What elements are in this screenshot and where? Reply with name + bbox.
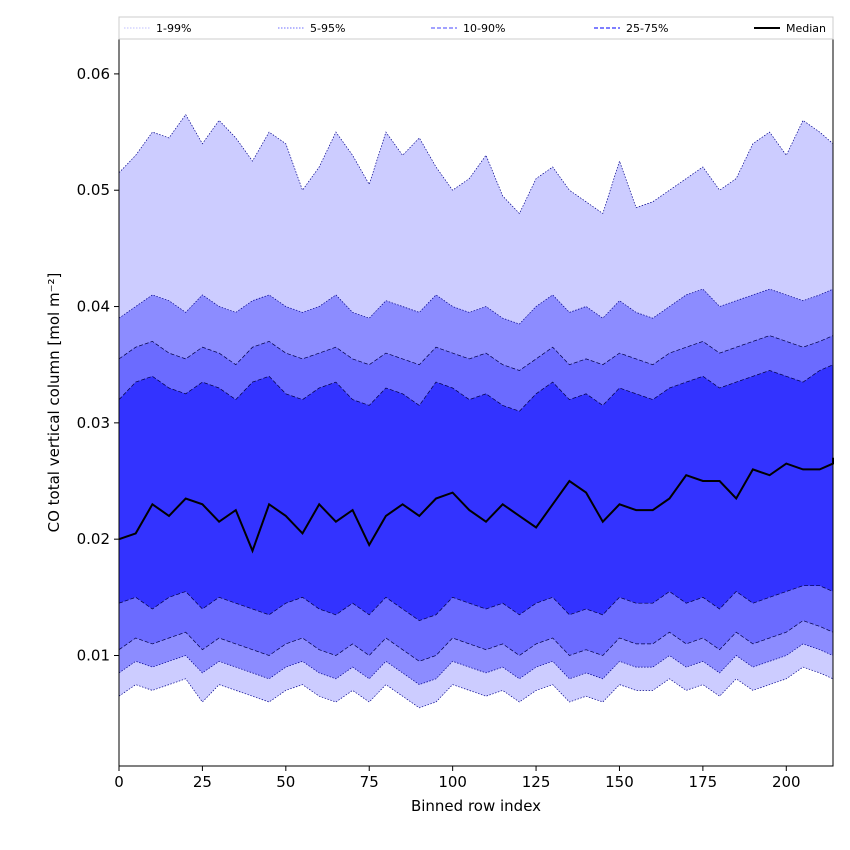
legend-label: Median xyxy=(786,22,826,35)
median-series xyxy=(118,457,834,554)
y-axis: 0.01 0.02 0.03 0.04 0.05 0.06 xyxy=(77,65,119,664)
legend-label: 25-75% xyxy=(626,22,668,35)
x-tick-label: 25 xyxy=(193,773,212,791)
x-tick-label: 0 xyxy=(114,773,124,791)
x-tick-label: 150 xyxy=(605,773,634,791)
legend-label: 5-95% xyxy=(310,22,345,35)
legend: 1-99% 5-95% 10-90% 25-75% Median xyxy=(118,16,834,40)
y-tick-label: 0.05 xyxy=(77,181,110,199)
x-axis-label: Binned row index xyxy=(411,797,541,815)
legend-label: 10-90% xyxy=(463,22,505,35)
x-tick-label: 200 xyxy=(772,773,801,791)
x-axis: 0 25 50 75 100 125 150 175 200 xyxy=(114,766,801,791)
band-1-99%-upper-edge xyxy=(118,108,834,215)
x-tick-label: 75 xyxy=(360,773,379,791)
legend-box xyxy=(118,16,834,40)
band-25-75%-upper-edge xyxy=(118,358,834,412)
y-axis-label: CO total vertical column [mol m⁻²] xyxy=(45,273,63,533)
legend-label: 1-99% xyxy=(156,22,191,35)
x-tick-label: 50 xyxy=(276,773,295,791)
y-tick-label: 0.03 xyxy=(77,414,110,432)
band-25-75% xyxy=(119,358,833,621)
x-tick-label: 175 xyxy=(689,773,718,791)
median-line xyxy=(118,457,834,554)
band-10-90%-upper-edge xyxy=(118,329,834,371)
x-tick-label: 125 xyxy=(522,773,551,791)
y-tick-label: 0.01 xyxy=(77,646,110,664)
x-tick-label: 100 xyxy=(438,773,467,791)
band-5-95%-upper-edge xyxy=(118,283,834,325)
band-5-95%-lower-edge xyxy=(118,643,834,685)
y-tick-label: 0.02 xyxy=(77,530,110,548)
y-tick-label: 0.06 xyxy=(77,65,110,83)
y-tick-label: 0.04 xyxy=(77,298,110,316)
band-10-90%-lower-edge xyxy=(118,620,834,662)
percentile-bands xyxy=(118,108,834,709)
band-25-75%-lower-edge xyxy=(118,579,834,621)
